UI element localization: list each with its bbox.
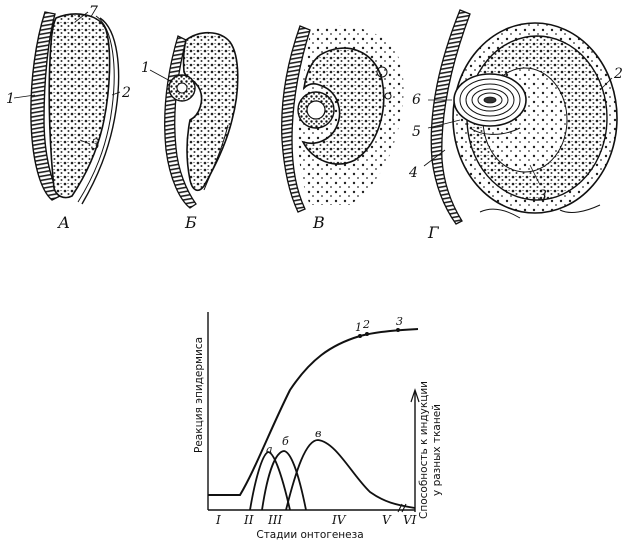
peak-a-curve: [249, 451, 291, 511]
panel-d-label-5: 5: [412, 124, 421, 140]
peak-label-v: в: [315, 427, 321, 440]
epidermis-curve: [208, 328, 419, 496]
curve-label-3: 3: [396, 315, 403, 328]
panel-d-letter: Г: [427, 223, 440, 242]
curve-point-1: [358, 334, 362, 338]
panel-c-letter: В: [312, 213, 325, 232]
peak-label-b: б: [282, 435, 289, 448]
panel-a-epidermis: [30, 11, 62, 201]
panel-d-label-2: 2: [613, 66, 623, 82]
panel-d-epidermis: [430, 9, 471, 225]
panel-a-label-3: 3: [91, 137, 100, 153]
stage-I: I: [215, 513, 221, 527]
panel-a-letter: А: [57, 213, 70, 232]
x-axis-title: Стадии онтогенеза: [256, 529, 363, 541]
stage-IV: IV: [331, 513, 347, 527]
panel-d-label-6: 6: [412, 92, 421, 108]
peak-b-curve: [261, 450, 307, 511]
stage-II: II: [243, 513, 254, 527]
panel-a: [13, 11, 121, 205]
panel-d-label-4: 4: [408, 165, 418, 181]
panel-b: [149, 31, 239, 209]
panel-d: [423, 9, 618, 225]
panel-d-label-3: 3: [538, 188, 547, 204]
curve-label-1: 1: [355, 321, 362, 334]
curve-point-2: [365, 332, 369, 336]
right-axis-title-line1: Способность к индукции: [418, 381, 430, 519]
panel-c-epidermis: [281, 25, 311, 213]
stage-VI: VI: [403, 513, 417, 527]
peak-v-curve: [285, 439, 416, 511]
panel-a-label-7: 7: [89, 4, 98, 20]
panel-c: [281, 25, 404, 213]
panel-a-membrane: [81, 17, 120, 205]
right-axis-arrow: [410, 388, 420, 403]
panel-b-label-1: 1: [141, 60, 150, 76]
curve-label-2: 2: [362, 318, 370, 331]
stage-V: V: [382, 513, 392, 527]
panel-d-lens: [453, 73, 527, 127]
chart: [207, 312, 420, 513]
curve-point-3: [396, 328, 400, 332]
panel-b-letter: Б: [184, 213, 197, 232]
panel-a-optic-vesicle: [48, 13, 111, 199]
panel-a-label-1: 1: [6, 91, 15, 107]
left-axis-title: Реакция эпидермиса: [193, 337, 205, 453]
right-axis-title-line2: у разных тканей: [431, 404, 443, 496]
panel-b-optic-cup: [182, 31, 239, 192]
panel-a-label-2: 2: [121, 85, 131, 101]
stage-III: III: [267, 513, 282, 527]
panel-c-optic-cup: [301, 47, 385, 165]
peak-label-a: а: [266, 443, 273, 456]
